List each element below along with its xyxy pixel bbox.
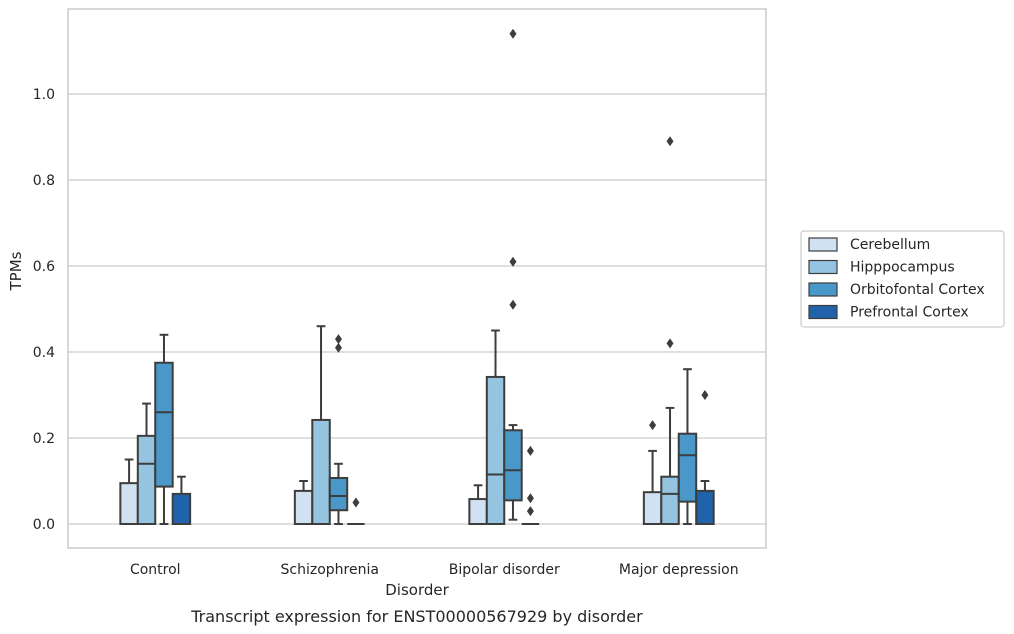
x-tick-label: Major depression [619, 562, 739, 578]
legend-label: Hipppocampus [850, 260, 955, 276]
chart-caption: Transcript expression for ENST0000056792… [190, 607, 643, 626]
box-3-3 [695, 390, 715, 526]
box-0-1 [136, 402, 157, 526]
box-0-2 [154, 333, 174, 525]
x-tick-label: Control [130, 562, 181, 578]
y-tick-label: 0.2 [33, 431, 55, 447]
y-tick-label: 0.6 [33, 259, 55, 275]
x-tick-label: Bipolar disorder [449, 562, 560, 578]
box-body [695, 489, 715, 526]
box-series [119, 28, 715, 526]
plot-frame [67, 8, 767, 549]
x-tick-label: Schizophrenia [281, 562, 379, 578]
box-3-2 [677, 368, 698, 525]
flier-point [649, 420, 657, 431]
flier-point [526, 506, 534, 517]
box-body [468, 498, 488, 525]
box-body [503, 429, 523, 502]
x-axis-ticks: Control Schizophrenia Bipolar disorder Majo… [130, 562, 739, 578]
box-body [154, 361, 174, 488]
box-body [328, 476, 349, 512]
flier-point [334, 342, 342, 353]
box-2-2 [503, 28, 523, 521]
flier-point [666, 136, 674, 147]
box-body [677, 432, 698, 503]
box-body [293, 489, 314, 526]
box-0-0 [119, 458, 139, 525]
box-body [485, 375, 506, 525]
flier-point [509, 299, 517, 310]
box-body [642, 491, 663, 525]
legend-label: Prefrontal Cortex [850, 305, 969, 321]
flier-point [334, 334, 342, 345]
flier-point [352, 497, 360, 508]
box-1-2 [328, 334, 349, 525]
box-body [119, 482, 139, 525]
box-3-1 [660, 136, 680, 526]
legend-swatch [808, 304, 838, 320]
legend-swatch [808, 259, 838, 275]
y-tick-label: 1.0 [33, 87, 55, 103]
box-2-1 [485, 329, 506, 525]
box-2-0 [468, 484, 488, 525]
flier-point [701, 390, 709, 400]
flier-point [509, 28, 517, 39]
box-3-0 [642, 420, 663, 525]
y-axis-ticks: 0.0 0.2 0.4 0.6 0.8 1.0 [33, 87, 55, 533]
x-axis-title: Disorder [385, 581, 449, 599]
flier-point [526, 445, 534, 456]
box-0-3 [171, 475, 192, 525]
flier-point [666, 338, 674, 349]
legend-label: Cerebellum [850, 237, 930, 253]
legend: Cerebellum Hipppocampus Orbitofontal Corte… [800, 230, 1005, 328]
box-body [171, 492, 192, 525]
y-axis-title: TPMs [7, 251, 25, 291]
box-2-3 [521, 445, 540, 525]
y-tick-label: 0.0 [33, 517, 55, 533]
flier-point [526, 493, 534, 504]
y-tick-label: 0.8 [33, 173, 55, 189]
box-1-1 [311, 325, 331, 525]
box-body [311, 418, 331, 525]
box-body [660, 475, 680, 526]
legend-label: Orbitofontal Cortex [850, 282, 985, 298]
legend-swatch [808, 282, 838, 297]
box-1-3 [347, 497, 365, 525]
box-body [136, 434, 157, 526]
y-tick-label: 0.4 [33, 345, 55, 361]
box-1-0 [293, 480, 314, 526]
legend-swatch [808, 237, 838, 252]
flier-point [509, 256, 517, 267]
legend-frame [800, 230, 1005, 328]
